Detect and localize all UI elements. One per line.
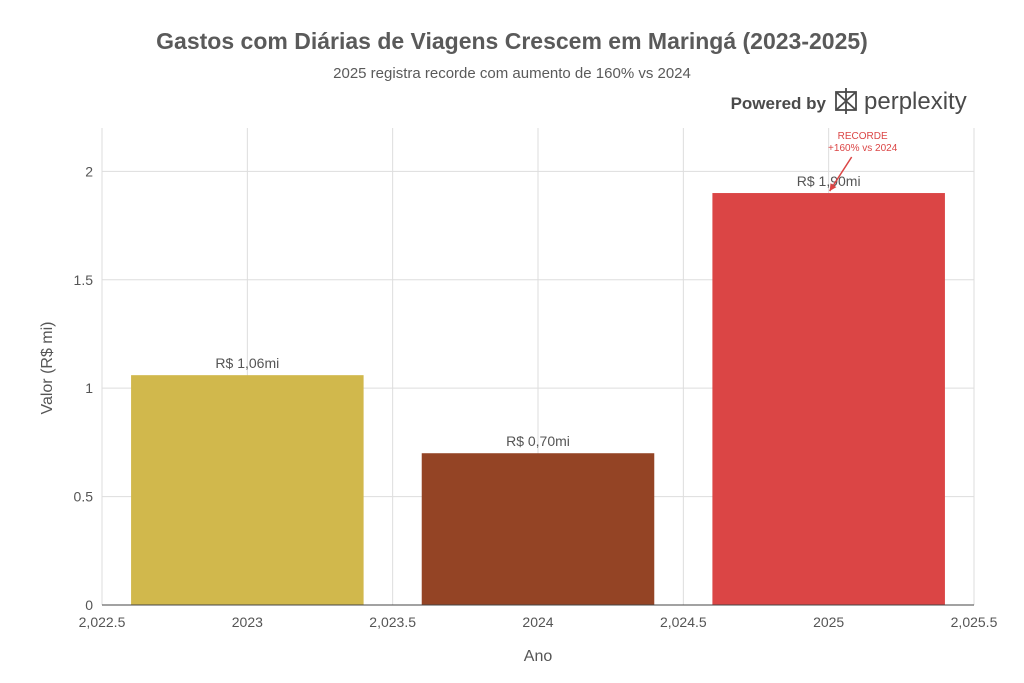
data-label-2025: R$ 1,90mi (797, 173, 861, 189)
bars (131, 193, 945, 605)
x-tick-label: 2,025.5 (951, 614, 998, 630)
y-tick-label: 0.5 (74, 489, 94, 505)
x-tick-label: 2,022.5 (79, 614, 126, 630)
y-tick-label: 1 (85, 380, 93, 396)
bar-2025 (712, 193, 945, 605)
branding: Powered by perplexity (731, 88, 967, 115)
data-label-2023: R$ 1,06mi (215, 355, 279, 371)
x-tick-label: 2,023.5 (369, 614, 416, 630)
data-labels: R$ 1,06mi R$ 0,70mi R$ 1,90mi (215, 173, 860, 449)
x-tick-label: 2023 (232, 614, 263, 630)
y-tick-label: 1.5 (74, 272, 94, 288)
y-tick-label: 2 (85, 163, 93, 179)
annotation-arrowhead (829, 183, 837, 192)
y-tick-label: 0 (85, 597, 93, 613)
data-label-2024: R$ 0,70mi (506, 433, 570, 449)
perplexity-logo-icon (835, 88, 857, 114)
perplexity-wordmark: perplexity (864, 88, 967, 115)
annotation-text: RECORDE (838, 131, 888, 142)
x-tick-label: 2024 (522, 614, 553, 630)
x-axis-title: Ano (524, 648, 553, 665)
record-annotation: RECORDE+160% vs 2024 (828, 131, 898, 192)
bar-2023 (131, 375, 364, 605)
axes: 2,022.5 2023 2,023.5 2024 2,024.5 2025 2,025.5… (74, 163, 998, 630)
y-axis-title: Valor (R$ mi) (39, 321, 56, 414)
annotation-text: +160% vs 2024 (828, 143, 898, 154)
bar-2024 (421, 453, 655, 605)
chart-subtitle: 2025 registra recorde com aumento de 160… (333, 65, 691, 82)
x-tick-label: 2,024.5 (660, 614, 707, 630)
powered-by-label: Powered by (731, 94, 827, 113)
x-tick-label: 2025 (813, 614, 844, 630)
chart-title: Gastos com Diárias de Viagens Crescem em… (156, 28, 868, 54)
